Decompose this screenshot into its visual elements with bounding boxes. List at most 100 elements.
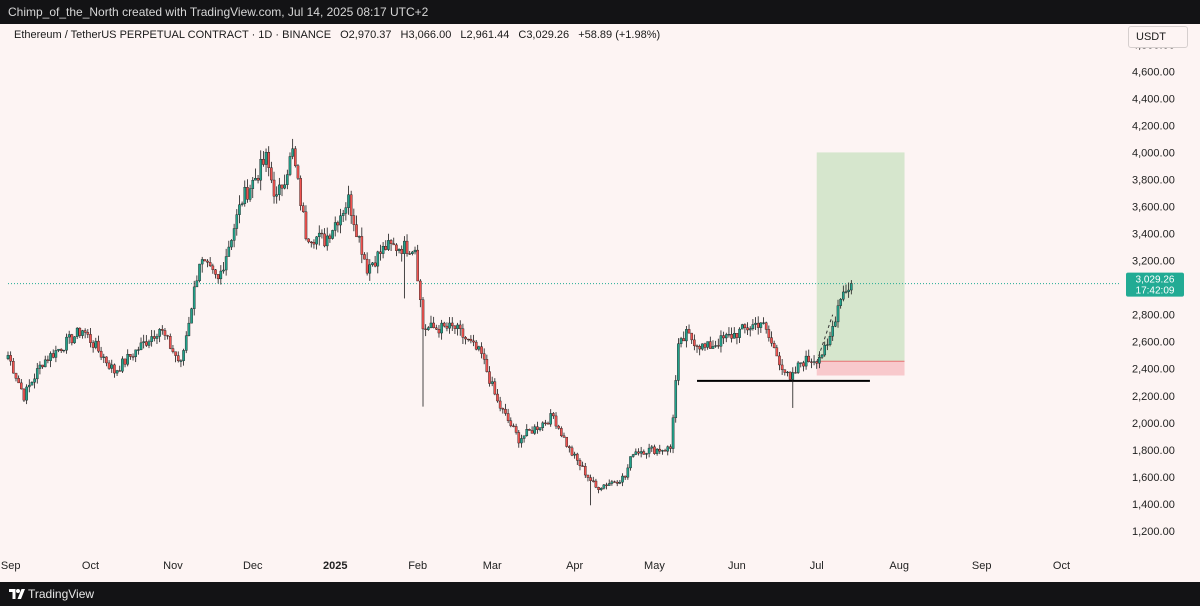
candle-up [599,487,603,490]
candle-up [248,188,252,200]
candle-down [153,336,156,339]
candle-down [203,259,207,262]
candle-up [33,378,36,383]
candle-down [512,425,515,427]
candle-up [607,483,611,486]
candle-down [576,453,579,461]
projection-line[interactable] [816,314,834,363]
candle-down [312,241,316,245]
symbol-title: Ethereum / TetherUS PERPETUAL CONTRACT ·… [14,29,332,41]
candle-down [384,246,388,250]
candle-down [280,184,284,189]
candle-up [43,359,47,368]
chart-frame[interactable]: 1,200.00 1,400.00 1,600.00 1,800.00 2,000.00… [0,24,1200,582]
attribution-bar: Chimp_of_the_North created with TradingV… [0,0,1200,24]
candle-down [756,322,760,328]
candle-down [735,333,739,338]
attribution-text: Chimp_of_the_North created with TradingV… [8,5,429,19]
candle-up [192,286,196,309]
candle-down [682,338,686,342]
candle-up [477,346,481,350]
candle-up [839,298,842,306]
candle-up [427,327,430,330]
candle-up [27,384,31,388]
candle-up [828,336,832,345]
candle-down [389,240,393,244]
candle-down [637,451,640,454]
candle-up [275,194,278,197]
candle-up [331,230,334,239]
candle-up [679,338,683,344]
candle-down [698,346,701,350]
candle-down [581,465,584,467]
candle-down [336,222,340,226]
candle-up [49,353,52,361]
candle-down [615,481,619,484]
price-chart[interactable]: 1,200.00 1,400.00 1,600.00 1,800.00 2,000.00… [0,24,1200,582]
candle-up [344,207,348,214]
candle-down [775,347,779,357]
candle-down [262,158,265,165]
candle-up [187,322,191,336]
candle-down [506,413,510,421]
candle-down [174,351,177,356]
candle-up [522,435,526,439]
candle-up [429,322,433,328]
candle-down [91,342,95,348]
time-axis-tick-label: Feb [408,560,427,572]
candle-down [780,364,784,370]
candle-up [714,345,717,347]
candle-up [251,179,255,189]
candle-down [214,269,217,275]
candle-down [560,428,563,437]
candle-up [711,346,715,349]
candle-up [25,386,28,401]
stop-loss-zone[interactable] [816,361,905,376]
candle-down [482,353,486,360]
candle-down [294,148,297,166]
candle-up [847,289,850,292]
price-axis-area[interactable] [1120,24,1200,582]
profit-target-zone[interactable] [816,152,905,362]
candle-down [464,337,467,340]
candle-down [166,335,169,337]
price-axis-tick-label: 1,800.00 [1132,445,1175,457]
candle-up [286,174,289,185]
candle-down [485,359,489,372]
candle-down [355,224,358,238]
candle-up [629,456,632,469]
candle-down [562,435,566,438]
candle-up [618,481,622,484]
candle-up [115,370,119,374]
candle-up [834,321,837,327]
candle-up [671,417,675,449]
candle-up [368,264,372,274]
candle-down [131,356,135,358]
candle-up [751,324,755,329]
candle-down [783,369,787,373]
candle-down [501,407,505,410]
candle-up [573,453,576,456]
candle-up [57,348,60,351]
candle-up [456,324,459,329]
candle-down [517,432,521,444]
candle-up [179,360,183,362]
candle-down [301,205,305,213]
last-price-tag [1126,272,1184,297]
candle-down [466,338,470,341]
currency-unit-button[interactable]: USDT [1128,26,1188,48]
candle-down [17,378,20,384]
candle-down [496,393,499,402]
time-axis-tick-label: Oct [82,560,99,572]
candle-down [488,371,491,384]
candle-down [256,178,260,181]
candle-down [498,400,502,409]
candle-down [363,254,366,260]
candle-down [211,265,215,270]
candle-up [666,446,670,452]
candle-down [208,262,212,267]
candle-down [118,370,122,372]
candle-down [123,358,127,365]
time-axis-tick-label: Dec [243,560,263,572]
candle-up [184,335,188,351]
